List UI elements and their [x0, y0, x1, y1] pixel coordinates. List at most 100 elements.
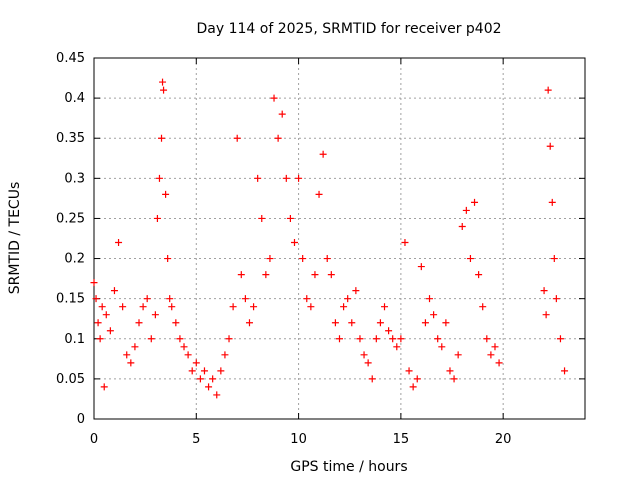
data-point [127, 359, 135, 367]
data-point [491, 343, 499, 351]
data-point [430, 311, 438, 319]
data-point [466, 255, 474, 263]
data-point [454, 351, 462, 359]
data-point [172, 319, 180, 327]
data-points [90, 78, 569, 399]
data-point [151, 311, 159, 319]
data-point [180, 343, 188, 351]
data-point [147, 335, 155, 343]
data-point [245, 319, 253, 327]
y-tick-label: 0.05 [56, 372, 85, 387]
data-point [479, 303, 487, 311]
data-point [162, 190, 170, 198]
data-point [450, 375, 458, 383]
data-point [336, 335, 343, 343]
data-point [542, 311, 550, 319]
data-point [393, 343, 401, 351]
data-point [426, 295, 434, 303]
data-point [438, 343, 446, 351]
data-point [487, 351, 495, 359]
data-point [340, 303, 348, 311]
data-point [434, 335, 442, 343]
data-point [303, 295, 311, 303]
y-tick-label: 0.4 [64, 91, 85, 106]
y-tick-labels: 0 0.05 0.1 0.15 0.2 0.25 0.3 0.35 0.4 0.45 [56, 51, 85, 427]
data-point [442, 319, 450, 327]
data-point [548, 198, 556, 206]
data-point [123, 351, 131, 359]
data-point [164, 255, 172, 263]
data-point [135, 319, 143, 327]
data-point [166, 295, 174, 303]
data-point [160, 86, 168, 94]
data-point [250, 303, 258, 311]
data-point [241, 295, 249, 303]
data-point [295, 174, 303, 182]
data-point [561, 367, 569, 375]
data-point [217, 367, 225, 375]
data-point [229, 303, 237, 311]
data-point [90, 279, 98, 287]
data-point [168, 303, 176, 311]
data-point [221, 351, 229, 359]
data-point [100, 383, 108, 391]
data-point [323, 255, 331, 263]
x-tick-label: 5 [192, 432, 200, 447]
axis-ticks [93, 57, 585, 420]
data-point [552, 295, 560, 303]
data-point [131, 343, 139, 351]
data-point [401, 239, 409, 247]
data-point [475, 271, 483, 279]
data-point [225, 335, 233, 343]
y-tick-label: 0.2 [64, 252, 85, 267]
data-point [115, 239, 123, 247]
data-point [98, 303, 106, 311]
data-point [311, 271, 319, 279]
data-point [446, 367, 454, 375]
data-point [153, 214, 161, 222]
data-point [495, 359, 503, 367]
plot-frame [93, 57, 586, 420]
data-point [319, 150, 327, 158]
data-point [385, 327, 393, 335]
data-point [348, 319, 356, 327]
data-point [344, 295, 352, 303]
data-point [327, 271, 335, 279]
data-point [315, 190, 323, 198]
data-point [237, 271, 245, 279]
data-point [483, 335, 491, 343]
data-point [188, 367, 196, 375]
data-point [409, 383, 417, 391]
data-point [286, 214, 294, 222]
data-point [205, 383, 213, 391]
data-point [282, 174, 290, 182]
data-point [233, 134, 241, 142]
data-point [266, 255, 274, 263]
data-point [471, 198, 479, 206]
data-point [540, 287, 548, 295]
data-point [360, 351, 368, 359]
data-point [184, 351, 192, 359]
x-tick-label: 20 [495, 432, 512, 447]
data-point [364, 359, 372, 367]
y-tick-label: 0.25 [56, 211, 85, 226]
data-point [290, 239, 298, 247]
data-point [381, 303, 389, 311]
grid-lines [94, 58, 585, 419]
x-tick-label: 10 [290, 432, 307, 447]
y-tick-label: 0.3 [64, 171, 85, 186]
data-point [176, 335, 184, 343]
data-point [270, 94, 278, 102]
data-point [405, 367, 413, 375]
data-point [254, 174, 262, 182]
data-point [106, 327, 114, 335]
y-axis-label: SRMTID / TECUs [7, 182, 23, 295]
data-point [143, 295, 151, 303]
data-point [307, 303, 315, 311]
data-point [274, 134, 282, 142]
x-tick-labels: 0 5 10 15 20 [90, 432, 512, 447]
data-point [299, 255, 307, 263]
data-point [155, 174, 163, 182]
data-point [196, 375, 204, 383]
